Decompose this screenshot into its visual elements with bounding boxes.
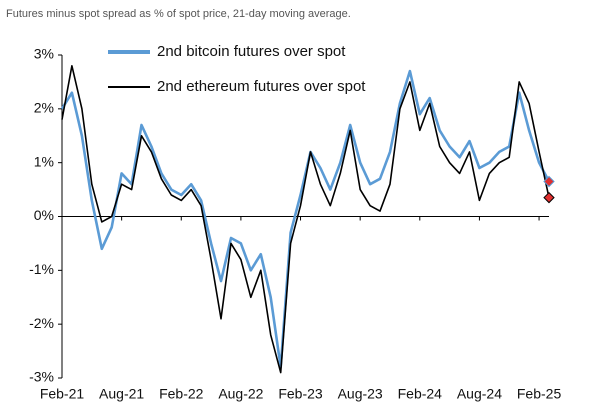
series-line [60,69,551,369]
y-tick-label: 1% [34,153,54,169]
x-tick-label: Feb-21 [40,386,85,402]
y-tick-label: 2% [34,100,54,116]
legend-label: 2nd ethereum futures over spot [157,78,366,95]
x-tick-label: Aug-23 [338,386,383,402]
x-tick-label: Feb-24 [398,386,443,402]
y-tick-label: 0% [34,207,54,223]
y-tick-label: -2% [29,315,54,331]
end-marker [543,191,555,204]
y-tick-label: 3% [34,46,54,62]
x-tick-label: Aug-21 [99,386,144,402]
x-tick-label: Feb-23 [278,386,323,402]
y-tick-label: -1% [29,261,54,277]
series-line [61,65,550,374]
legend-label: 2nd bitcoin futures over spot [157,43,346,60]
x-tick-label: Aug-24 [457,386,502,402]
chart-title: Futures minus spot spread as % of spot p… [6,8,351,20]
y-tick-label: -3% [29,369,54,385]
x-tick-label: Aug-22 [218,386,263,402]
end-marker [543,175,555,188]
x-tick-label: Feb-22 [159,386,204,402]
x-tick-label: Feb-25 [517,386,562,402]
